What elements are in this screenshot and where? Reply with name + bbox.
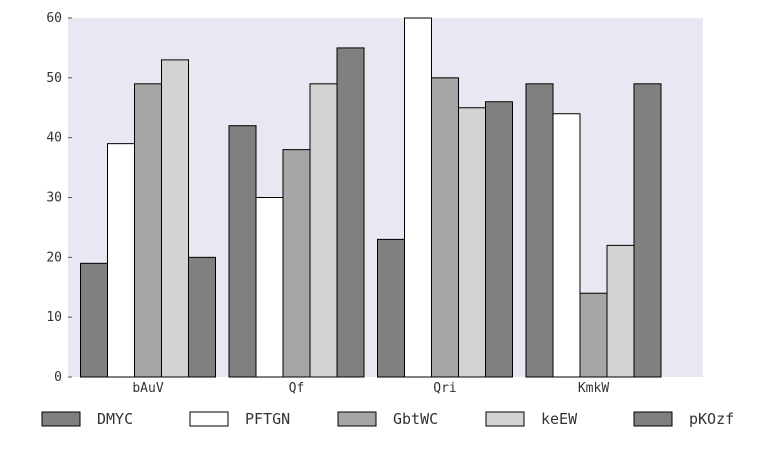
legend: DMYC PFTGN GbtWC keEW pKOzf <box>41 410 734 428</box>
bar-DMYC-bAuV <box>80 262 108 378</box>
bar-pKOzf-bAuV <box>188 256 216 378</box>
x-tick-label: KmkW <box>578 381 609 396</box>
bar-PFTGN-Qf <box>255 197 284 378</box>
bar-GbtWC-Qf <box>282 149 311 378</box>
legend-label-DMYC: DMYC <box>97 410 133 428</box>
bar-DMYC-Qri <box>377 238 405 378</box>
bar-keEW-Qri <box>458 107 486 378</box>
y-tick-label: 40 <box>46 131 62 146</box>
x-tick-label: Qf <box>289 381 305 396</box>
y-axis: 0 10 20 30 40 50 60 <box>46 11 72 385</box>
legend-swatch-keEW <box>485 411 525 427</box>
y-tick-label: 20 <box>46 250 62 265</box>
legend-label-pKOzf: pKOzf <box>689 410 734 428</box>
bar-GbtWC-bAuV <box>134 83 162 378</box>
bar-GbtWC-KmkW <box>579 292 608 378</box>
legend-label-keEW: keEW <box>541 410 578 428</box>
bar-pKOzf-Qri <box>485 101 513 378</box>
y-tick-label: 10 <box>46 310 62 325</box>
legend-swatch-pKOzf <box>633 411 673 427</box>
bar-keEW-Qf <box>309 83 338 378</box>
x-tick-label: bAuV <box>132 381 163 396</box>
bars-layer <box>80 17 662 378</box>
legend-label-GbtWC: GbtWC <box>393 410 438 428</box>
y-tick-label: 0 <box>54 370 62 385</box>
bar-PFTGN-Qri <box>404 17 432 378</box>
legend-swatch-PFTGN <box>189 411 229 427</box>
y-tick-label: 30 <box>46 191 62 206</box>
bar-PFTGN-bAuV <box>107 143 135 378</box>
x-axis: bAuV Qf Qri KmkW <box>132 381 609 396</box>
bar-pKOzf-KmkW <box>633 83 662 378</box>
bar-DMYC-KmkW <box>525 83 554 378</box>
bar-DMYC-Qf <box>228 125 257 378</box>
x-tick-label: Qri <box>433 381 456 396</box>
bar-GbtWC-Qri <box>431 77 459 378</box>
bar-keEW-bAuV <box>161 59 189 378</box>
bar-PFTGN-KmkW <box>552 113 581 378</box>
legend-swatch-GbtWC <box>337 411 377 427</box>
y-tick-label: 50 <box>46 71 62 86</box>
legend-label-PFTGN: PFTGN <box>245 410 290 428</box>
bar-pKOzf-Qf <box>336 47 365 378</box>
legend-swatch-DMYC <box>41 411 81 427</box>
bar-keEW-KmkW <box>606 244 635 378</box>
y-tick-label: 60 <box>46 11 62 26</box>
